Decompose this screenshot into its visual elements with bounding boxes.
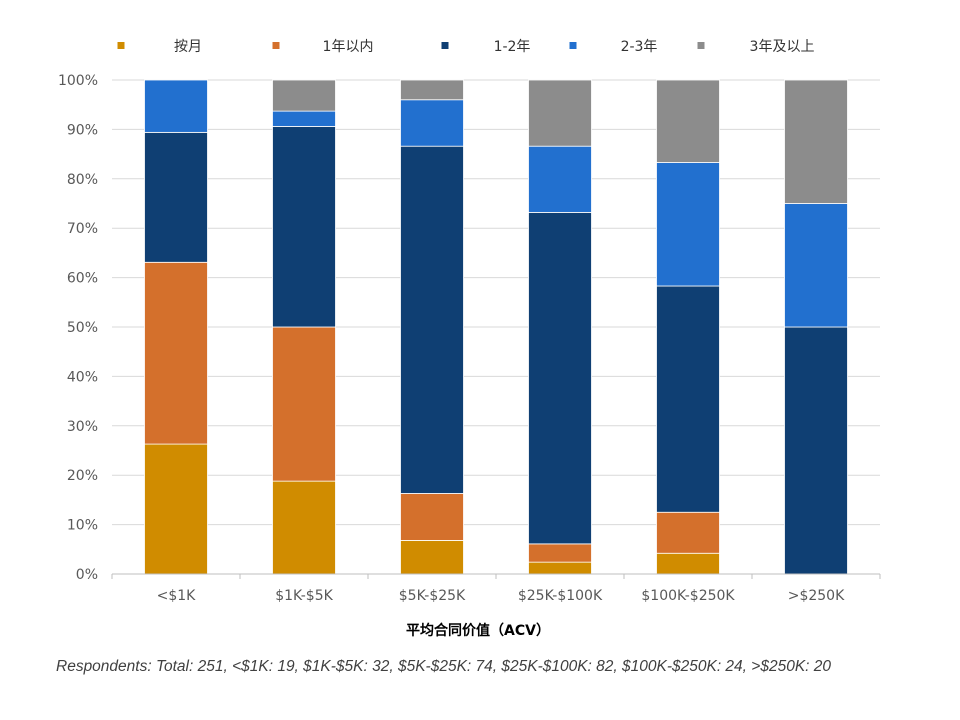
bar-segment bbox=[400, 540, 464, 575]
bar-segment bbox=[272, 326, 336, 482]
bar-segment bbox=[400, 145, 464, 494]
bar-segment bbox=[656, 511, 720, 554]
x-tick-label: $25K-$100K bbox=[518, 588, 603, 604]
bar-segment bbox=[656, 285, 720, 513]
x-tick-label: <$1K bbox=[157, 588, 197, 604]
y-tick-label: 10% bbox=[67, 518, 98, 534]
y-tick-label: 40% bbox=[67, 369, 98, 385]
y-tick-label: 30% bbox=[67, 419, 98, 435]
x-tick-label: $5K-$25K bbox=[399, 588, 466, 604]
legend-swatch bbox=[441, 42, 449, 49]
x-axis-title: 平均合同价值（ACV） bbox=[406, 622, 550, 639]
bar-segment bbox=[784, 326, 848, 575]
legend-label: 按月 bbox=[174, 39, 202, 55]
legend-label: 1年以内 bbox=[323, 39, 374, 55]
y-tick-label: 80% bbox=[67, 172, 98, 188]
bar-segment bbox=[272, 110, 336, 127]
legend-label: 1-2年 bbox=[494, 39, 531, 55]
legend-label: 2-3年 bbox=[621, 39, 658, 55]
y-tick-label: 50% bbox=[67, 320, 98, 336]
bar-segment bbox=[400, 99, 464, 147]
legend: 按月 1年以内 1-2年 2-3年 3年及以上 bbox=[117, 39, 815, 55]
bar-segment bbox=[144, 443, 208, 575]
bar-segment bbox=[656, 79, 720, 163]
bar-segment bbox=[656, 552, 720, 575]
legend-swatch bbox=[117, 42, 125, 49]
y-tick-label: 0% bbox=[76, 567, 98, 583]
bar-segment bbox=[528, 79, 592, 147]
legend-swatch bbox=[569, 42, 577, 49]
axes: 0% 10% 20% 30% 40% 50% 60% 70% 80% 90% 100% <$1K $1K… bbox=[58, 73, 881, 604]
legend-label: 3年及以上 bbox=[750, 39, 815, 55]
y-tick-label: 60% bbox=[67, 271, 98, 287]
bar-segment bbox=[400, 79, 464, 101]
y-tick-label: 20% bbox=[67, 468, 98, 484]
bar-segment bbox=[272, 480, 336, 575]
stacked-bar-chart: 按月 1年以内 1-2年 2-3年 3年及以上 0% 10% 20% 30% 40% 50% 60%… bbox=[58, 39, 881, 639]
x-tick-label: >$250K bbox=[788, 588, 845, 604]
bar-segment bbox=[528, 211, 592, 545]
gridlines bbox=[112, 79, 880, 526]
y-tick-label: 70% bbox=[67, 221, 98, 237]
bar-segment bbox=[400, 493, 464, 541]
bar-segment bbox=[784, 203, 848, 328]
x-tick-label: $100K-$250K bbox=[641, 588, 735, 604]
bar-segment bbox=[144, 261, 208, 445]
y-tick-label: 100% bbox=[58, 73, 98, 89]
bar-segment bbox=[272, 79, 336, 112]
bar-segment bbox=[656, 162, 720, 287]
bar-segment bbox=[528, 145, 592, 213]
bars bbox=[144, 79, 848, 575]
legend-swatch bbox=[697, 42, 705, 49]
bar-segment bbox=[528, 543, 592, 563]
bar-segment bbox=[272, 126, 336, 328]
y-tick-label: 90% bbox=[67, 122, 98, 138]
bar-segment bbox=[144, 79, 208, 133]
bar-segment bbox=[784, 79, 848, 204]
respondents-footnote: Respondents: Total: 251, <$1K: 19, $1K-$… bbox=[56, 658, 832, 675]
legend-swatch bbox=[272, 42, 280, 49]
bar-segment bbox=[144, 131, 208, 263]
bar-segment bbox=[528, 561, 592, 575]
x-tick-label: $1K-$5K bbox=[275, 588, 333, 604]
